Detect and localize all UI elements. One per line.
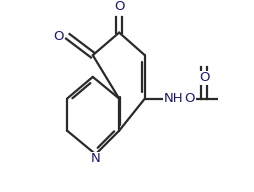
- Text: O: O: [114, 1, 124, 13]
- Text: NH: NH: [164, 92, 183, 105]
- Text: O: O: [184, 92, 195, 105]
- Text: N: N: [91, 152, 101, 165]
- Text: O: O: [53, 30, 64, 43]
- Text: O: O: [199, 71, 209, 84]
